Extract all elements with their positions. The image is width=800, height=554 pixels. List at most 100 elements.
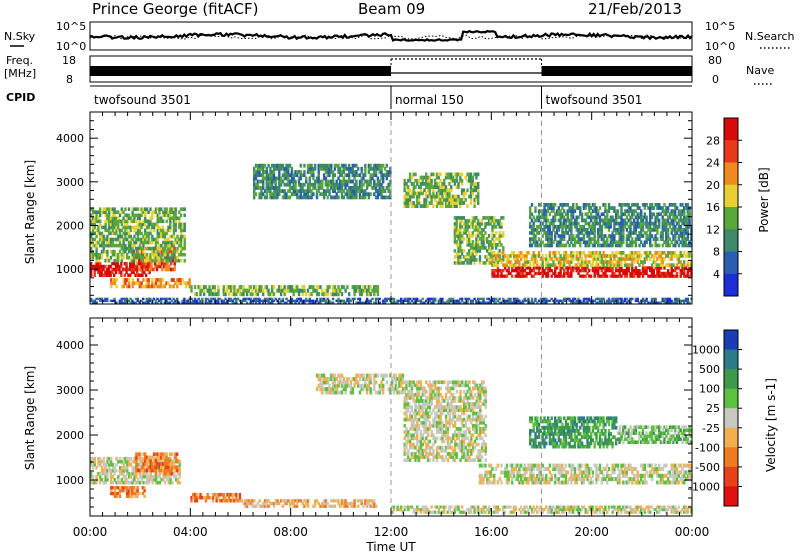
echo-cell xyxy=(588,237,591,241)
echo-cell xyxy=(521,269,525,273)
echo-cell xyxy=(643,215,646,220)
echo-cell xyxy=(537,254,541,258)
echo-cell xyxy=(290,299,294,303)
echo-cell xyxy=(107,267,111,272)
echo-cell xyxy=(120,297,123,301)
echo-cell xyxy=(131,299,134,303)
echo-cell xyxy=(563,209,566,213)
echo-cell xyxy=(165,210,168,214)
echo-cell xyxy=(620,301,623,304)
echo-cell xyxy=(584,212,587,217)
echo-cell xyxy=(126,231,129,236)
echo-cell xyxy=(573,243,577,248)
echo-cell xyxy=(104,471,107,476)
echo-cell xyxy=(486,297,489,301)
echo-cell xyxy=(133,477,136,482)
echo-cell xyxy=(627,231,630,235)
echo-cell xyxy=(631,203,634,207)
echo-cell xyxy=(140,474,143,479)
echo-cell xyxy=(297,182,301,187)
echo-cell xyxy=(331,297,335,301)
echo-cell xyxy=(679,274,682,278)
echo-cell xyxy=(417,191,421,196)
echo-cell xyxy=(459,172,462,177)
echo-cell xyxy=(625,263,629,267)
echo-cell xyxy=(148,270,151,275)
echo-cell xyxy=(299,182,302,187)
echo-cell xyxy=(430,172,433,177)
echo-cell xyxy=(539,301,543,304)
echo-cell xyxy=(527,266,530,270)
echo-cell xyxy=(609,234,612,238)
echo-cell xyxy=(367,166,371,171)
echo-cell xyxy=(487,222,491,226)
echo-cell xyxy=(534,266,537,270)
echo-cell xyxy=(167,297,170,301)
echo-cell xyxy=(654,218,657,223)
echo-cell xyxy=(591,203,595,207)
echo-cell xyxy=(656,218,659,223)
echo-cell xyxy=(408,175,412,180)
echo-cell xyxy=(115,219,118,224)
echo-cell xyxy=(512,254,516,258)
echo-cell xyxy=(126,465,129,470)
echo-cell xyxy=(573,240,577,245)
echo-cell xyxy=(124,231,127,236)
echo-cell xyxy=(111,228,114,233)
echo-cell xyxy=(306,186,310,190)
echo-cell xyxy=(93,301,96,304)
echo-cell xyxy=(489,240,492,244)
echo-cell xyxy=(267,297,270,301)
echo-cell xyxy=(254,176,258,181)
echo-cell xyxy=(152,249,156,254)
echo-cell xyxy=(674,228,677,232)
echo-cell xyxy=(339,173,342,178)
echo-cell xyxy=(602,266,605,270)
echo-cell xyxy=(650,243,654,248)
echo-cell xyxy=(113,243,116,248)
echo-cell xyxy=(136,231,140,236)
echo-cell xyxy=(177,301,181,304)
echo-cell xyxy=(170,462,174,466)
echo-cell xyxy=(464,225,467,229)
echo-cell xyxy=(582,237,586,241)
echo-cell xyxy=(299,186,302,190)
echo-cell xyxy=(457,258,460,262)
echo-cell xyxy=(582,263,586,267)
echo-cell xyxy=(561,224,564,229)
echo-cell xyxy=(122,462,125,467)
echo-cell xyxy=(559,271,562,276)
echo-cell xyxy=(253,192,256,197)
echo-cell xyxy=(600,260,603,264)
echo-cell xyxy=(102,240,105,245)
echo-cell xyxy=(176,284,179,289)
echo-cell xyxy=(271,288,274,293)
echo-cell xyxy=(541,301,544,304)
echo-cell xyxy=(98,270,102,275)
echo-cell xyxy=(138,491,141,496)
echo-cell xyxy=(597,271,600,276)
echo-cell xyxy=(355,179,358,184)
echo-cell xyxy=(683,269,686,273)
echo-cell xyxy=(294,170,297,174)
echo-cell xyxy=(165,231,168,236)
echo-cell xyxy=(473,185,476,189)
echo-cell xyxy=(410,299,414,303)
echo-cell xyxy=(335,163,338,168)
echo-cell xyxy=(572,301,575,304)
echo-cell xyxy=(435,172,439,177)
echo-cell xyxy=(136,264,139,269)
echo-cell xyxy=(684,224,688,229)
echo-cell xyxy=(170,243,174,248)
echo-cell xyxy=(561,231,564,235)
echo-cell xyxy=(100,210,104,214)
echo-cell xyxy=(658,206,661,210)
echo-cell xyxy=(142,246,145,251)
echo-cell xyxy=(557,206,560,210)
echo-cell xyxy=(468,178,471,183)
echo-cell xyxy=(577,215,580,220)
echo-cell xyxy=(672,274,675,278)
echo-cell xyxy=(299,297,302,301)
echo-cell xyxy=(434,182,437,186)
echo-cell xyxy=(439,191,442,196)
